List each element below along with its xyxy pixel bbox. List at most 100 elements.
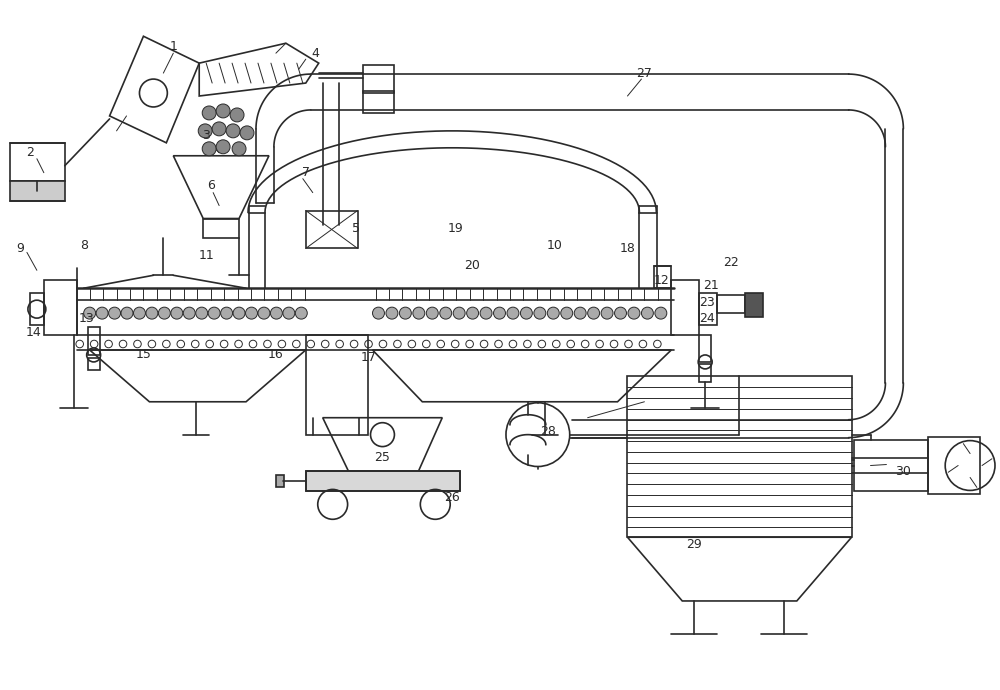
Bar [306,210,358,248]
Circle shape [283,307,295,319]
Bar [10,181,65,201]
Text: 10: 10 [547,239,563,252]
Circle shape [467,307,479,319]
Bar [363,65,394,93]
Circle shape [520,307,532,319]
Circle shape [547,307,559,319]
Text: 30: 30 [895,465,911,478]
Circle shape [413,307,425,319]
Bar [854,440,928,491]
Text: 20: 20 [464,259,480,272]
Bar [671,280,699,335]
Text: 3: 3 [202,129,210,142]
Bar [10,143,65,181]
Circle shape [574,307,586,319]
Circle shape [233,307,245,319]
Circle shape [440,307,452,319]
Text: 22: 22 [723,256,739,269]
Circle shape [109,307,121,319]
Bar [928,437,980,495]
Text: 21: 21 [703,279,719,292]
Circle shape [96,307,108,319]
Bar [30,293,44,325]
Text: 12: 12 [653,274,669,287]
Text: 16: 16 [268,348,284,362]
Circle shape [534,307,546,319]
Circle shape [171,307,183,319]
Bar [363,91,394,113]
Circle shape [198,124,212,138]
Circle shape [158,307,170,319]
Circle shape [494,307,505,319]
Circle shape [480,307,492,319]
Text: 11: 11 [198,249,214,262]
Circle shape [202,106,216,120]
Circle shape [373,307,384,319]
Circle shape [226,124,240,138]
Circle shape [561,307,573,319]
Circle shape [453,307,465,319]
Circle shape [221,307,233,319]
Circle shape [258,307,270,319]
Circle shape [202,142,216,156]
Text: 2: 2 [26,146,34,159]
Text: 13: 13 [79,312,95,324]
Text: 29: 29 [686,538,702,551]
Bar [699,364,711,382]
Circle shape [196,307,208,319]
Text: 17: 17 [361,351,376,364]
Bar [203,219,239,239]
Bar [306,471,460,491]
Text: 15: 15 [136,348,151,362]
Circle shape [655,307,667,319]
Text: 19: 19 [447,222,463,235]
Text: 23: 23 [699,296,715,308]
Circle shape [133,307,145,319]
Circle shape [216,104,230,118]
Circle shape [183,307,195,319]
Circle shape [146,307,158,319]
Bar [306,335,368,435]
Text: 4: 4 [312,47,320,59]
Circle shape [240,126,254,140]
Text: 5: 5 [352,222,360,235]
Circle shape [208,307,220,319]
Text: 1: 1 [169,40,177,52]
Text: 8: 8 [80,239,88,252]
Bar [306,471,460,491]
Circle shape [212,122,226,136]
Circle shape [386,307,398,319]
Circle shape [507,307,519,319]
Text: 18: 18 [620,242,635,255]
Text: 26: 26 [444,491,460,504]
Bar [699,335,711,362]
Text: 9: 9 [16,242,24,255]
Text: 28: 28 [540,425,556,438]
Bar [44,280,77,335]
Circle shape [270,307,282,319]
Bar [745,293,763,317]
Bar [627,376,852,538]
Circle shape [426,307,438,319]
Circle shape [601,307,613,319]
Bar [654,266,671,288]
Circle shape [641,307,653,319]
Circle shape [628,307,640,319]
Bar [717,295,745,313]
Bar [276,475,284,487]
Text: 27: 27 [636,67,652,79]
Circle shape [588,307,600,319]
Text: 24: 24 [699,312,715,324]
Text: 7: 7 [302,166,310,179]
Bar [699,293,717,325]
Circle shape [615,307,626,319]
Circle shape [399,307,411,319]
Circle shape [295,307,307,319]
Circle shape [216,140,230,154]
Circle shape [246,307,257,319]
Circle shape [84,307,96,319]
Circle shape [230,108,244,122]
Circle shape [232,142,246,156]
Text: 14: 14 [26,326,42,339]
Text: 6: 6 [207,179,215,192]
